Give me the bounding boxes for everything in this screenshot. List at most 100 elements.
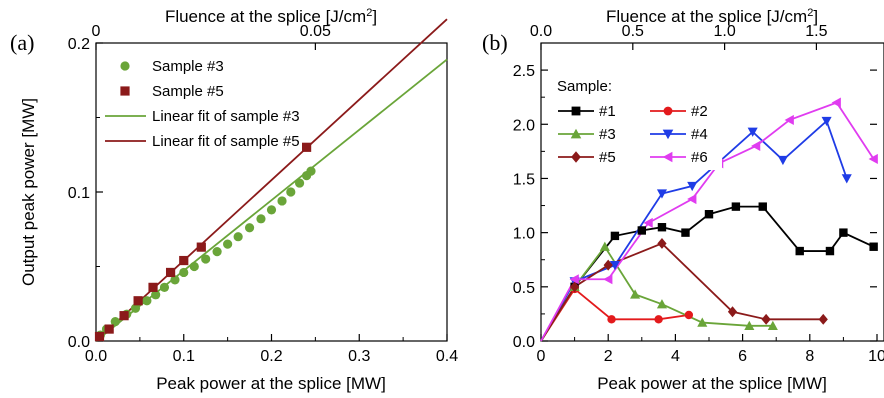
panel-a-point-0 — [179, 267, 189, 278]
panel-b-point-3 — [687, 181, 698, 192]
panel-b-legend-marker-4 — [571, 151, 581, 163]
panel-b-x-tick-label: 8 — [805, 348, 814, 365]
panel-b-point-5 — [784, 114, 794, 125]
panel-b-y-tick-label: 1.0 — [513, 226, 535, 243]
panel-b-point-1 — [684, 310, 694, 320]
panel-b-point-4 — [569, 281, 580, 293]
panel-b-plot-frame — [540, 42, 884, 342]
panel-b-legend: Sample: #1 #2 #3 #4 #5 #6 — [552, 70, 722, 170]
panel-b-y-tick-label: 0.5 — [513, 280, 535, 297]
panel-a-point-1 — [165, 267, 176, 278]
panel-b-point-5 — [643, 217, 653, 228]
panel-a-plot-frame — [95, 42, 448, 342]
panel-b-legend-label: #5 — [599, 149, 616, 166]
panel-b-point-0 — [825, 246, 835, 256]
panel-b-y-tick-label: 2.5 — [513, 63, 535, 80]
panel-b-top-x-tick-label: 0.5 — [622, 23, 644, 40]
panel-a-point-0 — [170, 275, 180, 285]
panel-b-point-0 — [610, 231, 620, 241]
panel-a-point-0 — [233, 232, 243, 242]
panel-a-point-0 — [256, 214, 266, 224]
panel-b-point-4 — [818, 313, 828, 325]
panel-b-legend-label: #6 — [691, 149, 708, 166]
panel-b-point-0 — [758, 202, 767, 211]
panel-b-point-5 — [603, 274, 613, 285]
panel-a: (a) Fluence at the splice [J/cm2] Peak p… — [10, 7, 458, 393]
panel-a-top-x-tick-label: 0 — [92, 23, 101, 40]
panel-b-x-tick-label: 10 — [868, 348, 884, 365]
panel-a-point-0 — [306, 166, 316, 176]
panel-a-point-0 — [159, 282, 170, 292]
panel-a-point-0 — [110, 317, 120, 327]
panel-b-xlabel: Peak power at the splice [MW] — [597, 374, 827, 393]
panel-b-point-2 — [697, 317, 708, 327]
panel-a-point-1 — [133, 296, 143, 306]
panel-a-ticks: 0.0 0.1 0.2 0.3 0.40.00.10.20 0.05 — [68, 23, 458, 365]
panel-b-series-line-2 — [540, 245, 773, 342]
panel-a-legend-marker-1 — [120, 86, 130, 96]
panel-a-x-tick-label: 0.4 — [436, 348, 458, 365]
panel-b-point-0 — [731, 202, 741, 211]
panel-a-point-0 — [212, 247, 222, 257]
panel-b-point-2 — [599, 241, 610, 251]
panel-b-legend-marker-3 — [662, 129, 674, 140]
panel-a-y-tick-label: 0.2 — [68, 36, 90, 53]
panel-b-point-3 — [747, 127, 758, 137]
panel-b-x-tick-label: 2 — [604, 348, 613, 365]
panel-a-point-0 — [142, 296, 152, 306]
panel-b-y-tick-label: 0.0 — [513, 334, 535, 351]
panel-b-y-tick-label: 1.5 — [513, 171, 535, 188]
panel-a-point-1 — [196, 242, 206, 252]
panel-b-legend-marker-1 — [663, 106, 673, 116]
panel-b-top-x-tick-label: 1.5 — [805, 23, 827, 40]
panel-b-point-5 — [868, 153, 878, 164]
panel-a-top-xlabel: Fluence at the splice [J/cm2] — [165, 7, 377, 26]
panel-b-point-3 — [656, 189, 667, 199]
panel-b-point-3 — [777, 155, 788, 166]
panel-b-point-1 — [654, 315, 663, 324]
panel-b-y-tick-label: 2.0 — [513, 117, 535, 134]
panel-a-point-0 — [266, 205, 277, 215]
panel-b-top-xlabel: Fluence at the splice [J/cm2] — [606, 7, 818, 26]
panel-b-point-0 — [637, 226, 646, 235]
panel-a-point-0 — [277, 196, 287, 206]
panel-b-point-2 — [656, 299, 667, 309]
panel-b-point-4 — [727, 306, 738, 318]
panel-a-point-0 — [201, 254, 211, 264]
panel-a-legend-label: Sample #3 — [152, 58, 224, 75]
panel-a-ylabel: Output peak power [MW] — [19, 98, 38, 286]
panel-a-point-0 — [244, 223, 255, 233]
panel-b-x-tick-label: 0 — [537, 348, 546, 365]
panel-b-point-0 — [869, 242, 878, 251]
panel-b-legend-label: #1 — [599, 103, 616, 120]
panel-a-point-1 — [179, 255, 189, 266]
panel-b-point-4 — [657, 238, 667, 249]
panel-b: (b) Fluence at the splice [J/cm2] Peak p… — [482, 7, 884, 393]
panel-b-series-line-5 — [540, 101, 875, 342]
panel-b-legend-label: #3 — [599, 126, 616, 143]
panel-a-x-tick-label: 0.1 — [173, 348, 195, 365]
panel-a-point-0 — [286, 187, 296, 197]
panel-a-point-1 — [104, 324, 114, 334]
panel-b-legend-title: Sample: — [557, 78, 612, 95]
panel-b-point-1 — [607, 315, 616, 324]
panel-b-point-4 — [761, 313, 771, 325]
panel-a-y-tick-label: 0.1 — [68, 185, 90, 202]
panel-b-point-5 — [831, 97, 841, 108]
panel-a-x-tick-label: 0.3 — [348, 348, 370, 365]
panel-b-point-5 — [751, 140, 761, 151]
panel-b-series-line-1 — [540, 287, 689, 342]
panel-b-point-2 — [767, 320, 778, 331]
panel-b-legend-marker-2 — [570, 128, 582, 139]
panel-b-point-3 — [841, 174, 852, 184]
panel-a-point-1 — [94, 331, 105, 342]
panel-b-ticks: 0 2 4 6 8 10 0.0 0.5 1.0 1.5 2.0 2.5 0.0 0.5 1.0 1.5 — [513, 23, 884, 365]
panel-a-x-tick-label: 0.2 — [260, 348, 282, 365]
panel-b-x-tick-label: 6 — [738, 348, 747, 365]
panel-b-point-3 — [821, 116, 832, 127]
panel-b-point-5 — [569, 274, 579, 285]
panel-b-point-0 — [657, 223, 667, 232]
panel-a-xlabel: Peak power at the splice [MW] — [156, 374, 386, 393]
panel-b-legend-marker-5 — [662, 151, 673, 163]
